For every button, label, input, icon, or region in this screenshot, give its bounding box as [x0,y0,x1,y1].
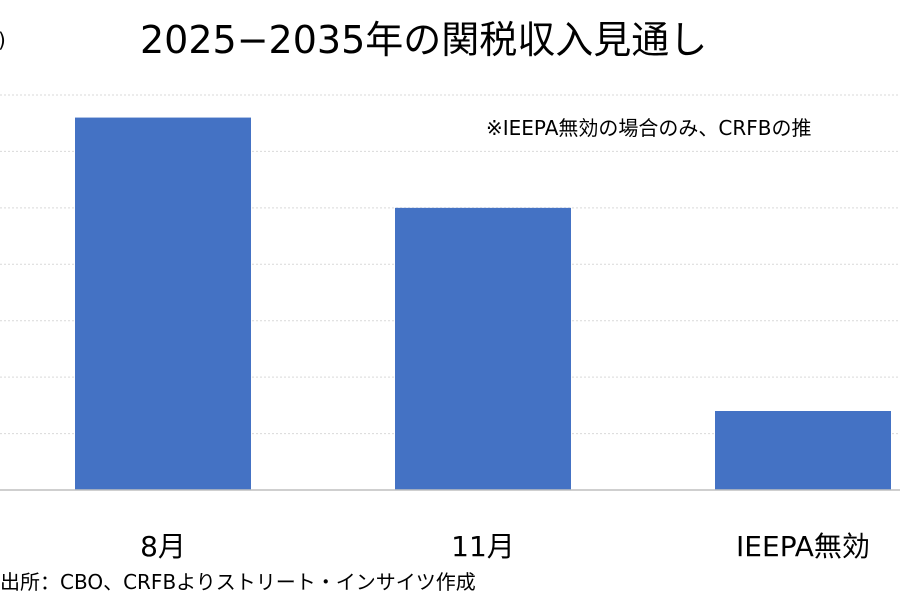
category-label: 11月 [451,530,515,563]
category-label: IEEPA無効 [736,530,870,563]
category-label: 8月 [140,530,186,563]
chart-note: ※IEEPA無効の場合のみ、CRFBの推 [486,116,812,140]
y-axis-unit-fragment: ) [0,28,6,52]
bar-1 [75,117,251,491]
bars [75,117,891,491]
source-credit: 出所：CBO、CRFBよりストリート・インサイツ作成 [0,570,476,594]
chart-title: 2025−2035年の関税収入見通し [140,18,708,62]
bar-3 [715,411,891,490]
bar-2 [395,207,571,490]
category-labels: 8月 11月 IEEPA無効 [140,530,870,563]
